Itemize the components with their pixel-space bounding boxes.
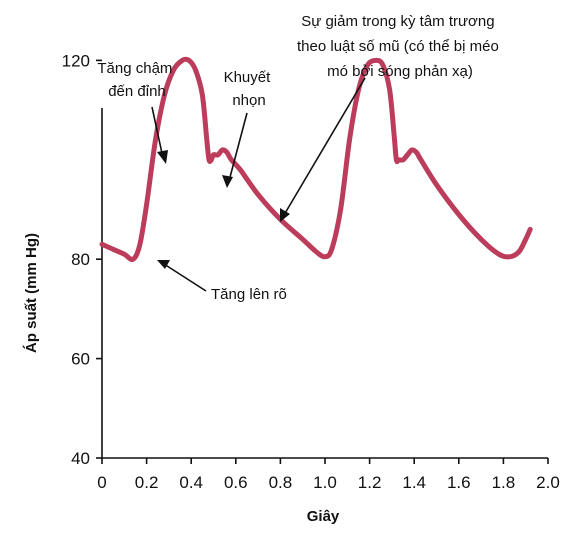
- series-layer: [99, 56, 533, 263]
- x-tick-label: 1.8: [492, 473, 516, 492]
- x-tick-label: 0.6: [224, 473, 248, 492]
- axes: [101, 108, 548, 459]
- annotation-slow-rise: Tăng chậm đến đỉnh: [97, 60, 176, 100]
- x-tick-label: 1.4: [402, 473, 426, 492]
- annotation-notch: Khuyết nhọn: [224, 69, 275, 109]
- y-tick-label: 80: [71, 250, 90, 269]
- annotation-sharp-rise: Tăng lên rõ: [211, 286, 287, 303]
- x-tick-label: 2.0: [536, 473, 560, 492]
- pressure-series-line: [99, 56, 533, 263]
- y-ticks: 40 60 80 120: [62, 51, 102, 468]
- annotation-notch-line-2: nhọn: [232, 92, 265, 109]
- x-tick-label: 0: [97, 473, 106, 492]
- y-tick-label: 120: [62, 51, 90, 70]
- annotation-slow-rise-line-2: đến đỉnh: [108, 83, 166, 100]
- annotation-decline-line-3: mó bởi sóng phản xạ): [327, 63, 473, 80]
- y-axis-title: Áp suất (mm Hg): [23, 233, 40, 353]
- x-tick-label: 1.0: [313, 473, 337, 492]
- annotation-slow-rise-line-1: Tăng chậm: [97, 60, 172, 77]
- x-tick-label: 1.2: [358, 473, 382, 492]
- arrow-sharp-rise: [157, 260, 207, 292]
- annotation-sharp-rise-line-1: Tăng lên rõ: [211, 286, 287, 303]
- arrow-decline: [280, 77, 366, 222]
- y-tick-label: 60: [71, 350, 90, 369]
- x-tick-label: 0.8: [269, 473, 293, 492]
- annotation-decline-line-1: Sự giảm trong kỳ tâm trương: [301, 13, 494, 30]
- arrow-slow-rise: [151, 106, 168, 164]
- x-tick-label: 0.2: [135, 473, 159, 492]
- annotation-decline-line-2: theo luật số mũ (có thể bị méo: [297, 38, 499, 55]
- x-tick-label: 1.6: [447, 473, 471, 492]
- annotation-decline: Sự giảm trong kỳ tâm trương theo luật số…: [297, 13, 503, 80]
- x-axis-title: Giây: [307, 508, 340, 525]
- x-tick-label: 0.4: [179, 473, 203, 492]
- arrow-notch: [222, 112, 248, 188]
- annotations: Tăng chậm đến đỉnh Khuyết nhọn Sự giảm t…: [97, 13, 503, 303]
- annotation-notch-line-1: Khuyết: [224, 69, 272, 86]
- y-tick-label: 40: [71, 449, 90, 468]
- x-ticks: 0 0.2 0.4 0.6 0.8 1.0 1.2 1.4 1.6 1.8 2.0: [97, 458, 560, 492]
